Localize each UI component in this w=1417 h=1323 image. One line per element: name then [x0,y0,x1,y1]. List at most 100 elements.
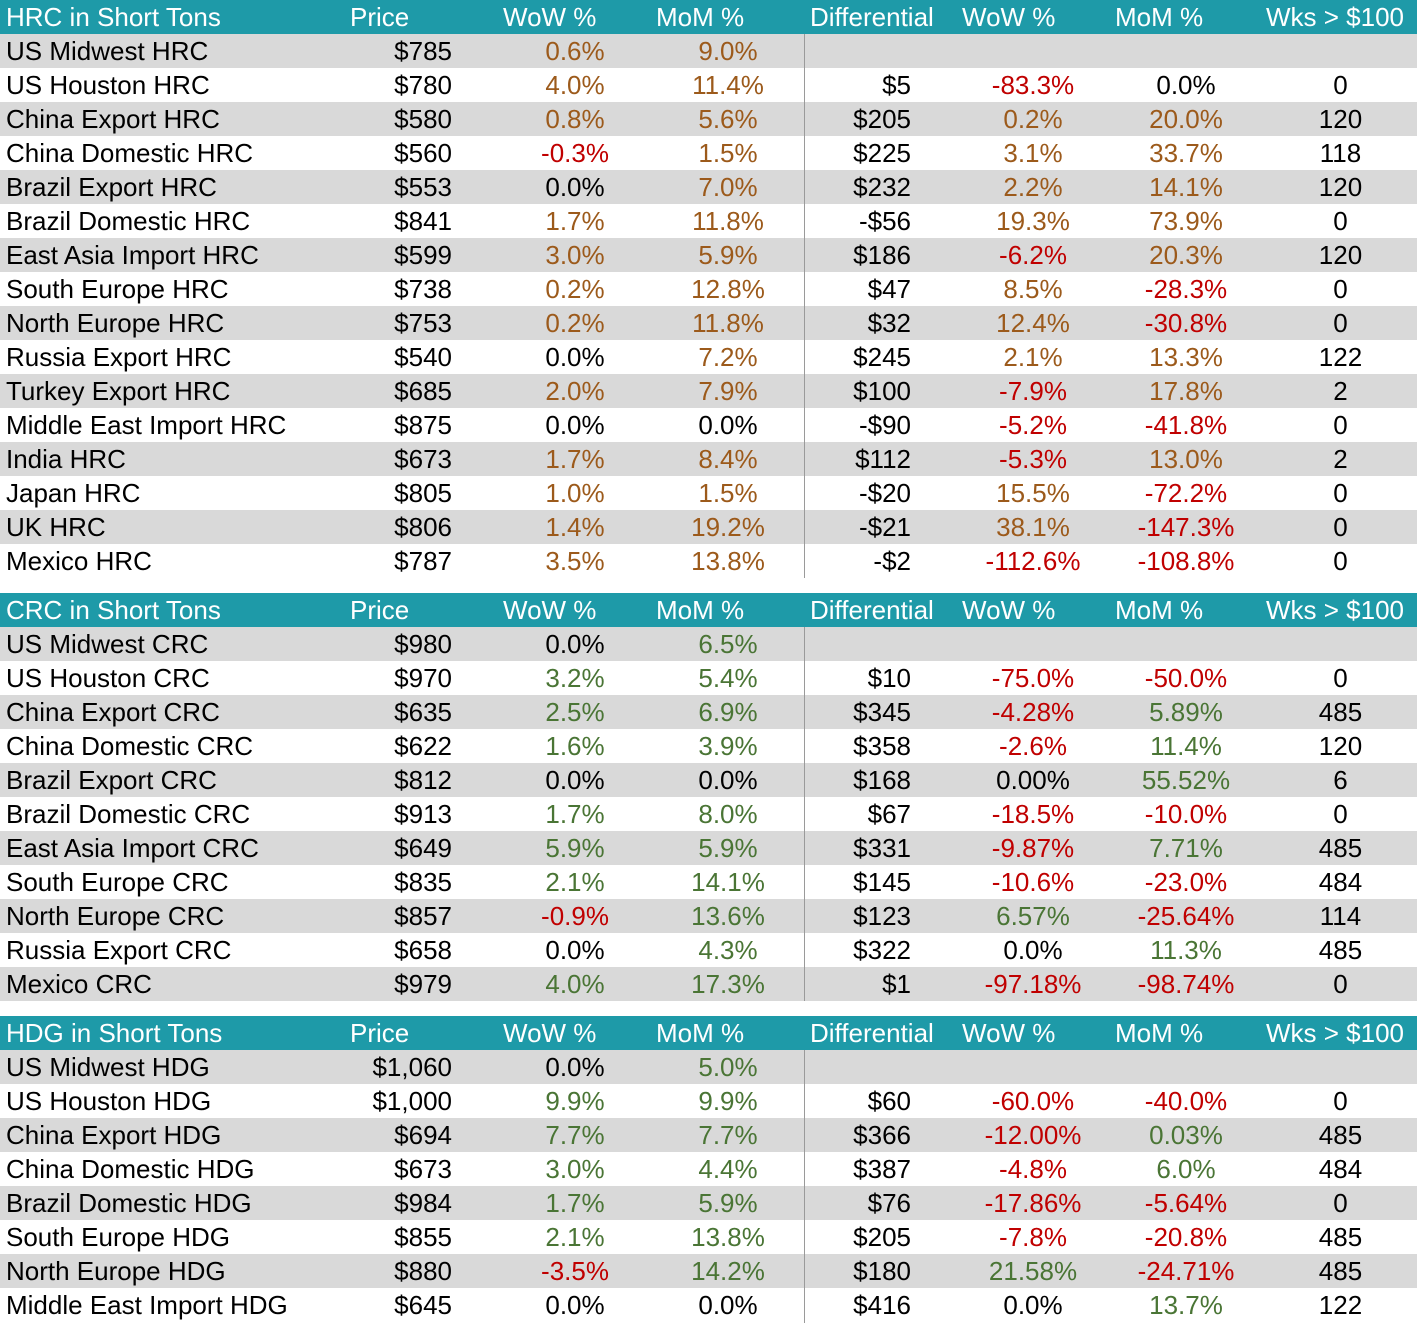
price-cell: $806 [394,512,452,542]
header-differential: Differential [810,2,934,32]
diff-wow-cell [957,34,1109,68]
differential-cell: $358 [853,731,911,761]
diff-mom-cell: 13.3% [1149,342,1223,372]
differential-cell: -$56 [858,206,911,236]
wow-cell: 1.7% [545,1188,605,1218]
row-name: UK HRC [6,512,106,542]
price-cell: $649 [394,833,452,863]
row-name: US Houston HRC [6,70,210,100]
wks-cell: 120 [1318,240,1363,270]
wow-cell: 0.0% [545,1052,605,1082]
table-0: HRC in Short Tons Price WoW % MoM % Differen… [0,0,1417,578]
differential-cell: $100 [853,376,911,406]
table-row: Brazil Domestic CRC $913 1.7% 8.0% $67 -18.5%… [0,797,1417,831]
mom-cell: 13.8% [691,1222,765,1252]
price-cell: $694 [394,1120,452,1150]
diff-mom-cell: -147.3% [1137,512,1235,542]
table-row: China Domestic HRC $560 -0.3% 1.5% $225 3.1% 3… [0,136,1417,170]
wks-cell [1264,627,1417,661]
header-differential: Differential [810,595,934,625]
table-row: US Midwest HDG $1,060 0.0% 5.0% [0,1050,1417,1084]
differential-cell: $331 [853,833,911,863]
mom-cell: 4.4% [698,1154,758,1184]
mom-cell: 11.4% [692,70,764,100]
row-name: South Europe HDG [6,1222,231,1252]
price-cell: $913 [394,799,452,829]
price-cell: $857 [394,901,452,931]
diff-wow-cell: 0.00% [996,765,1070,795]
differential-cell: $67 [867,799,911,829]
differential-cell: $76 [867,1188,911,1218]
price-cell: $1,060 [372,1052,452,1082]
header-wow: WoW % [503,2,597,32]
diff-mom-cell: 33.7% [1149,138,1223,168]
header-diff-wow: WoW % [962,2,1056,32]
price-cell: $841 [394,206,452,236]
diff-mom-cell: 7.71% [1149,833,1223,863]
table-header: CRC in Short Tons Price WoW % MoM % Differen… [0,593,1417,627]
row-name: China Domestic HDG [6,1154,255,1184]
diff-mom-cell [1110,34,1262,68]
mom-cell: 5.6% [698,104,758,134]
differential-cell: -$21 [858,512,911,542]
wks-cell: 0 [1333,546,1348,576]
table-row: China Export HRC $580 0.8% 5.6% $205 0.2% 20.0… [0,102,1417,136]
wow-cell: 3.0% [545,1154,605,1184]
wks-cell: 0 [1333,969,1348,999]
differential-cell: $32 [867,308,911,338]
mom-cell: 19.2% [691,512,765,542]
mom-cell: 5.9% [698,240,758,270]
diff-mom-cell: -40.0% [1144,1086,1228,1116]
differential-cell: -$20 [858,478,911,508]
table-header: HRC in Short Tons Price WoW % MoM % Differen… [0,0,1417,34]
price-cell: $812 [394,765,452,795]
wow-cell: -0.3% [541,138,609,168]
header-wow: WoW % [503,1018,597,1048]
price-cell: $622 [394,731,452,761]
row-name: Mexico CRC [6,969,152,999]
diff-wow-cell: -5.2% [999,410,1067,440]
table-row: North Europe CRC $857 -0.9% 13.6% $123 6.57% -… [0,899,1417,933]
mom-cell: 13.6% [691,901,765,931]
price-cell: $560 [394,138,452,168]
row-name: Brazil Domestic CRC [6,799,251,829]
table-row: US Houston HRC $780 4.0% 11.4% $5 -83.3% 0.0% 0 [0,68,1417,102]
differential-cell: $225 [853,138,911,168]
diff-wow-cell: -60.0% [991,1086,1075,1116]
header-diff-mom: MoM % [1115,1018,1204,1048]
wks-cell: 485 [1318,833,1363,863]
price-cell: $835 [394,867,452,897]
header-name: HDG in Short Tons [6,1018,223,1048]
price-cell: $658 [394,935,452,965]
diff-wow-cell: -7.9% [999,376,1067,406]
header-name: CRC in Short Tons [6,595,221,625]
mom-cell: 17.3% [691,969,765,999]
diff-wow-cell: -112.6% [985,546,1081,576]
row-name: US Midwest CRC [6,629,209,659]
diff-mom-cell: 55.52% [1141,765,1231,795]
table-row: Brazil Export HRC $553 0.0% 7.0% $232 2.2% 14.… [0,170,1417,204]
row-name: East Asia Import CRC [6,833,259,863]
differential-cell: $232 [853,172,911,202]
mom-cell: 6.9% [698,697,758,727]
mom-cell: 7.0% [698,172,758,202]
diff-mom-cell [1110,627,1262,661]
price-cell: $599 [394,240,452,270]
differential-cell: $1 [882,969,911,999]
row-name: South Europe CRC [6,867,229,897]
wow-cell: 3.2% [545,663,605,693]
header-price: Price [350,2,410,32]
diff-wow-cell: -2.6% [999,731,1067,761]
diff-wow-cell: -7.8% [999,1222,1067,1252]
wks-cell: 485 [1318,1222,1363,1252]
differential-cell: $145 [853,867,911,897]
diff-wow-cell: -75.0% [991,663,1075,693]
wks-cell: 485 [1318,1120,1363,1150]
column-divider [804,627,805,1001]
diff-wow-cell: -17.86% [984,1188,1082,1218]
wow-cell: 0.0% [545,629,605,659]
diff-wow-cell [957,1050,1109,1084]
mom-cell: 11.8% [692,308,764,338]
differential-cell: $366 [853,1120,911,1150]
row-name: US Houston HDG [6,1086,212,1116]
